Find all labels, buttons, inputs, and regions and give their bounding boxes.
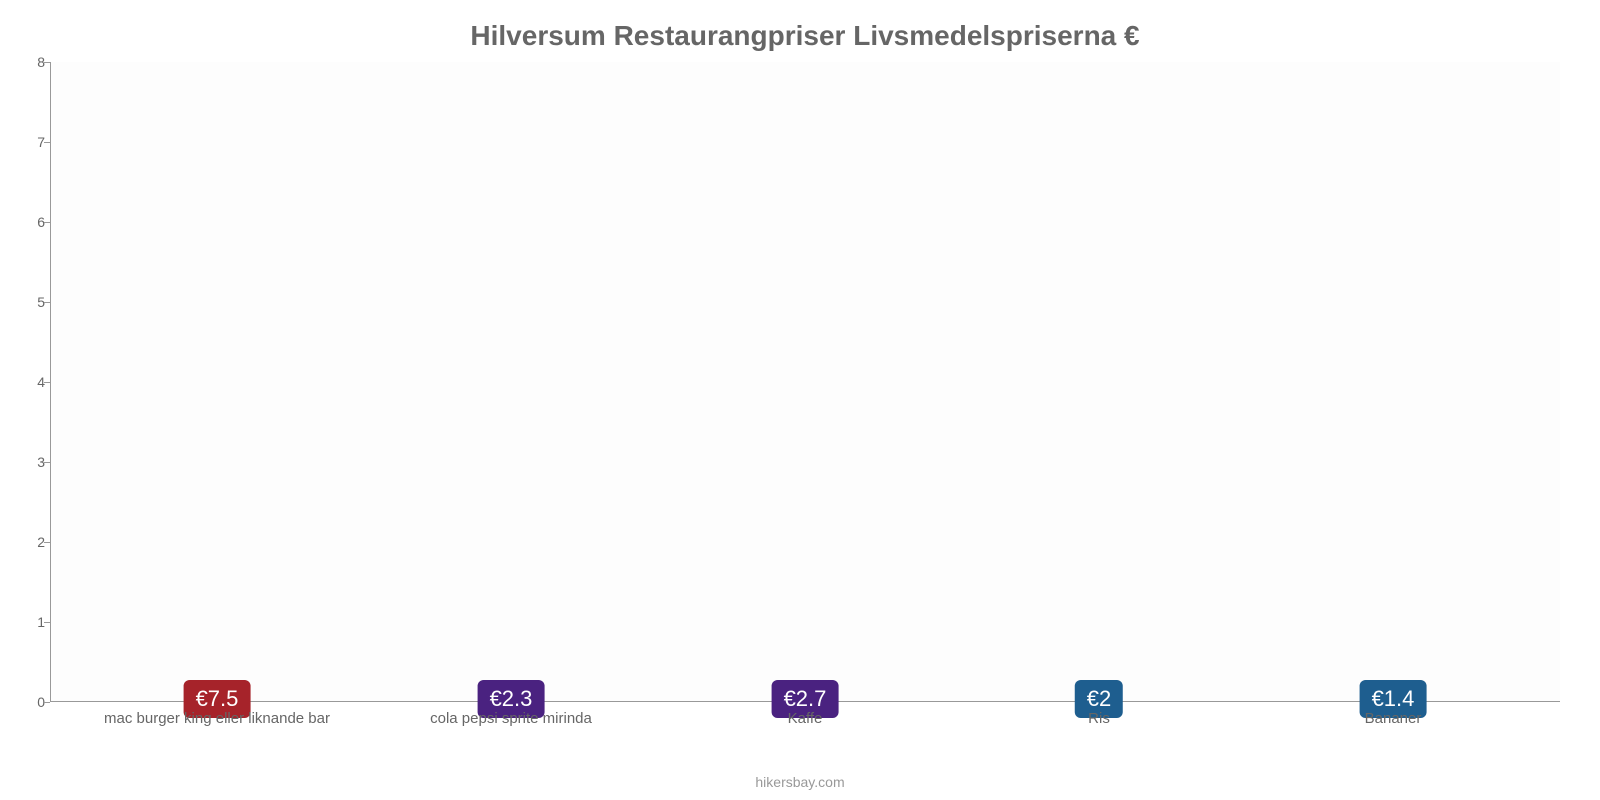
y-tick-mark <box>44 542 50 543</box>
x-category-label: cola pepsi sprite mirinda <box>430 710 592 727</box>
y-tick-mark <box>44 462 50 463</box>
x-category-label: Ris <box>1088 710 1110 727</box>
chart-title: Hilversum Restaurangpriser Livsmedelspri… <box>50 20 1560 52</box>
y-tick-mark <box>44 382 50 383</box>
y-tick-mark <box>44 62 50 63</box>
y-tick-mark <box>44 302 50 303</box>
y-tick-mark <box>44 702 50 703</box>
bars-area: €7.5mac burger king eller liknande bar€2… <box>50 62 1560 702</box>
x-category-label: mac burger king eller liknande bar <box>104 710 330 727</box>
x-category-label: Bananer <box>1365 710 1422 727</box>
attribution-text: hikersbay.com <box>755 774 844 790</box>
plot-area: 012345678 €7.5mac burger king eller likn… <box>50 62 1560 702</box>
y-tick-mark <box>44 142 50 143</box>
chart-container: Hilversum Restaurangpriser Livsmedelspri… <box>0 0 1600 800</box>
y-tick-mark <box>44 222 50 223</box>
y-tick-mark <box>44 622 50 623</box>
x-category-label: Kaffe <box>788 710 823 727</box>
